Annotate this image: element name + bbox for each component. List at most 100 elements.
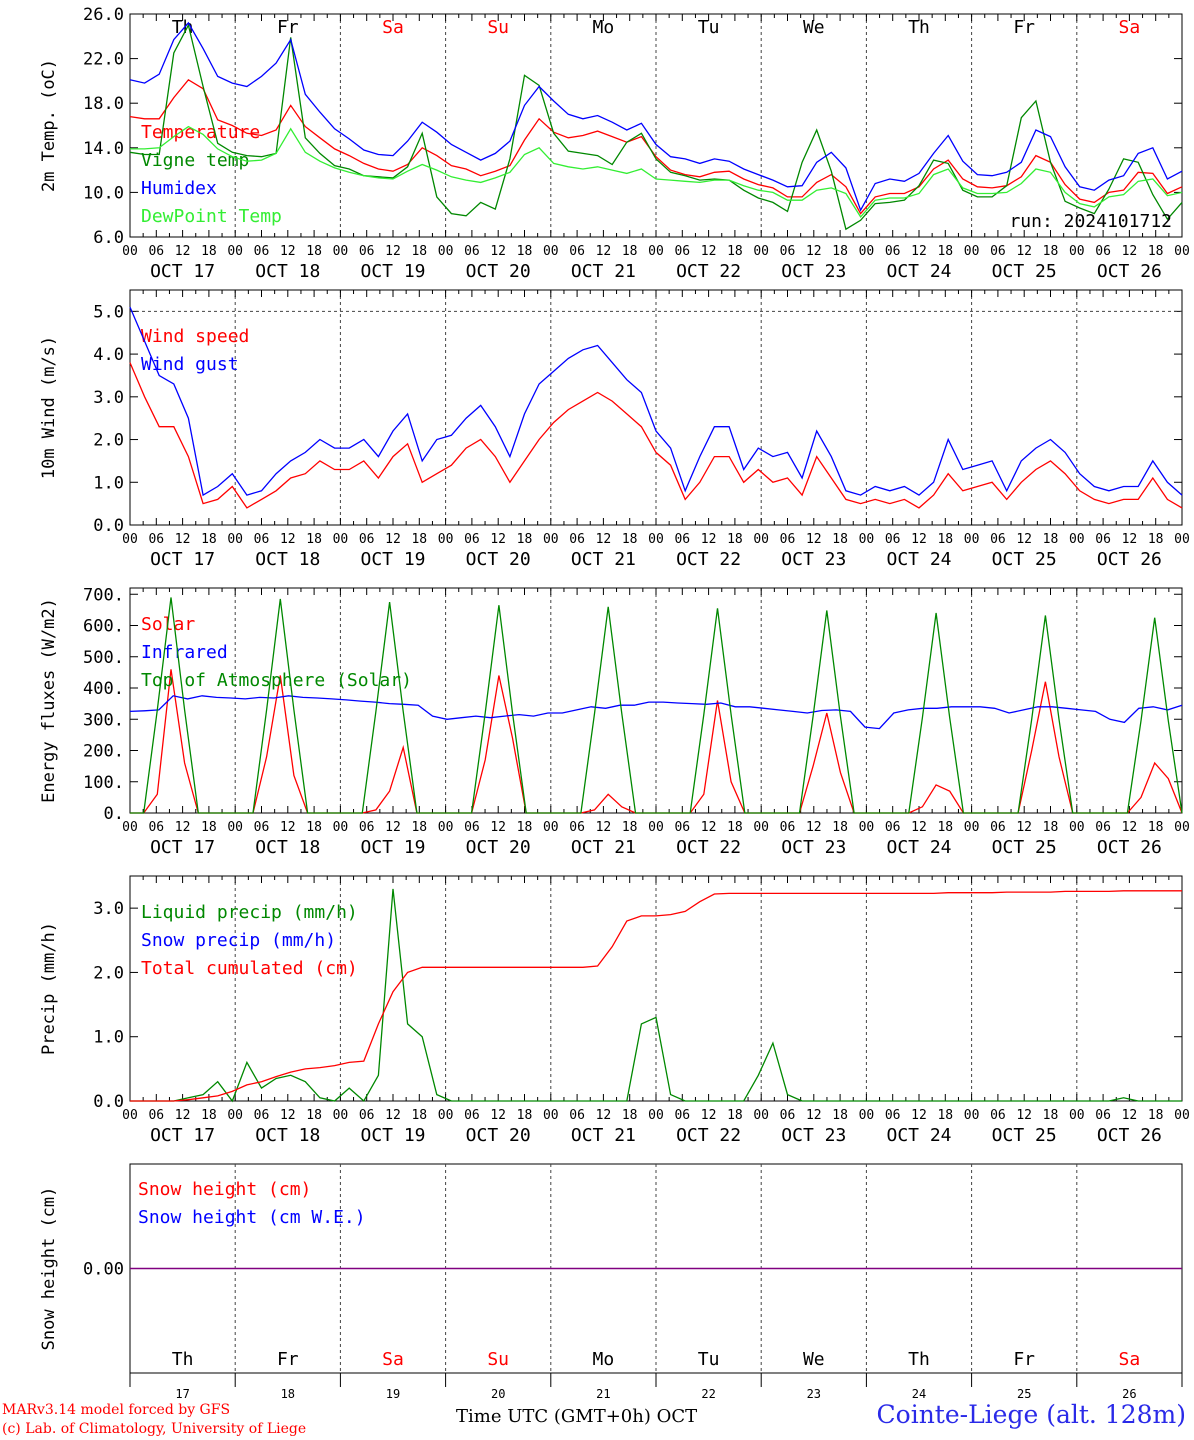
- hour-tick-label: 00: [438, 820, 454, 835]
- hour-tick-label: 18: [622, 244, 638, 259]
- day-number: 18: [281, 1387, 295, 1401]
- day-name: Sa: [382, 17, 404, 38]
- hour-tick-label: 00: [122, 1108, 138, 1123]
- hour-tick-label: 12: [806, 244, 822, 259]
- hour-tick-label: 12: [385, 1108, 401, 1123]
- y-tick-label: 0.: [104, 804, 124, 824]
- hour-tick-label: 18: [201, 244, 217, 259]
- hour-tick-label: 18: [1043, 1108, 1059, 1123]
- hour-tick-label: 06: [464, 244, 480, 259]
- date-label: OCT 18: [255, 549, 320, 570]
- day-name: Sa: [382, 1349, 404, 1370]
- hour-tick-label: 06: [674, 244, 690, 259]
- model-credit: MARv3.14 model forced by GFS: [2, 1402, 231, 1418]
- hour-tick-label: 06: [990, 532, 1006, 547]
- y-axis-title: Energy fluxes (W/m2): [39, 598, 59, 803]
- y-tick-label: 100.: [83, 773, 124, 793]
- y-tick-label: 1.0: [93, 1028, 124, 1048]
- y-tick-label: 600.: [83, 617, 124, 637]
- legend-entry: Vigne temp: [141, 150, 249, 171]
- hour-tick-label: 06: [464, 532, 480, 547]
- day-number: 25: [1017, 1387, 1031, 1401]
- y-tick-label: 3.0: [93, 388, 124, 408]
- hour-tick-label: 06: [1095, 1108, 1111, 1123]
- day-name: Fr: [277, 1349, 299, 1370]
- hour-tick-label: 00: [1069, 1108, 1085, 1123]
- hour-tick-label: 00: [227, 820, 243, 835]
- hour-tick-label: 00: [753, 244, 769, 259]
- panel-2: 5.0 4.0 3.0 2.0 1.0 0.0 10m Wind (m/s) 00 06 12 18…: [39, 289, 1190, 570]
- hour-tick-label: 18: [937, 532, 953, 547]
- hour-tick-label: 12: [701, 532, 717, 547]
- hour-tick-label: 18: [937, 1108, 953, 1123]
- date-label: OCT 26: [1097, 837, 1162, 858]
- date-label: OCT 19: [360, 1125, 425, 1146]
- series-line-wind-speed: [129, 362, 1183, 509]
- hour-tick-label: 12: [806, 1108, 822, 1123]
- day-name: Mo: [593, 17, 615, 38]
- date-label: OCT 22: [676, 261, 741, 282]
- series-line-wind-gust: [129, 306, 1183, 497]
- hour-tick-label: 18: [517, 1108, 533, 1123]
- hour-tick-label: 00: [648, 244, 664, 259]
- hour-tick-label: 00: [753, 1108, 769, 1123]
- hour-tick-label: 18: [727, 820, 743, 835]
- date-label: OCT 26: [1097, 549, 1162, 570]
- station-name: Cointe-Liege (alt. 128m): [876, 1400, 1186, 1429]
- y-tick-label: 5.0: [93, 302, 124, 322]
- hour-tick-label: 12: [1016, 1108, 1032, 1123]
- date-label: OCT 26: [1097, 261, 1162, 282]
- hour-tick-label: 12: [1016, 532, 1032, 547]
- hour-tick-label: 06: [990, 244, 1006, 259]
- date-label: OCT 24: [886, 261, 951, 282]
- day-name: Su: [487, 1349, 509, 1370]
- hour-tick-label: 00: [227, 532, 243, 547]
- hour-tick-label: 00: [753, 820, 769, 835]
- time-axis-label: Time UTC (GMT+0h) OCT: [456, 1406, 697, 1427]
- hour-tick-label: 06: [569, 820, 585, 835]
- hour-tick-label: 00: [859, 1108, 875, 1123]
- date-label: OCT 25: [992, 837, 1057, 858]
- hour-tick-label: 18: [1148, 532, 1164, 547]
- date-label: OCT 19: [360, 549, 425, 570]
- date-label: OCT 21: [571, 261, 636, 282]
- hour-tick-label: 12: [1122, 244, 1138, 259]
- hour-tick-label: 06: [254, 820, 270, 835]
- hour-tick-label: 00: [333, 244, 349, 259]
- hour-tick-label: 00: [964, 244, 980, 259]
- legend-entry: Snow height (cm): [138, 1179, 311, 1200]
- hour-tick-label: 00: [648, 532, 664, 547]
- series-line-humidex: [129, 21, 1183, 212]
- y-tick-label: 26.0: [83, 5, 124, 25]
- day-name: We: [803, 1349, 825, 1370]
- hour-tick-label: 12: [911, 1108, 927, 1123]
- hour-tick-label: 18: [832, 532, 848, 547]
- y-tick-label: 2.0: [93, 431, 124, 451]
- legend-entry: Snow height (cm W.E.): [138, 1207, 366, 1228]
- hour-tick-label: 18: [517, 244, 533, 259]
- legend-entry: Snow precip (mm/h): [141, 930, 336, 951]
- hour-tick-label: 06: [885, 532, 901, 547]
- y-tick-label: 400.: [83, 679, 124, 699]
- date-label: OCT 26: [1097, 1125, 1162, 1146]
- date-label: OCT 18: [255, 837, 320, 858]
- date-label: OCT 22: [676, 549, 741, 570]
- hour-tick-label: 00: [543, 1108, 559, 1123]
- hour-tick-label: 06: [674, 532, 690, 547]
- hour-tick-label: 18: [517, 532, 533, 547]
- hour-tick-label: 12: [490, 820, 506, 835]
- y-tick-label: 0.0: [93, 516, 124, 536]
- hour-tick-label: 12: [175, 244, 191, 259]
- hour-tick-label: 18: [411, 1108, 427, 1123]
- hour-tick-label: 18: [306, 532, 322, 547]
- hour-tick-label: 00: [227, 1108, 243, 1123]
- hour-tick-label: 18: [727, 244, 743, 259]
- y-axis-title: Snow height (cm): [39, 1187, 59, 1351]
- y-tick-label: 200.: [83, 742, 124, 762]
- hour-tick-label: 06: [780, 244, 796, 259]
- hour-tick-label: 12: [385, 532, 401, 547]
- legend-entry: Total cumulated (cm): [141, 958, 358, 979]
- day-number: 26: [1122, 1387, 1136, 1401]
- hour-tick-label: 00: [1069, 244, 1085, 259]
- legend-entry: Liquid precip (mm/h): [141, 902, 358, 923]
